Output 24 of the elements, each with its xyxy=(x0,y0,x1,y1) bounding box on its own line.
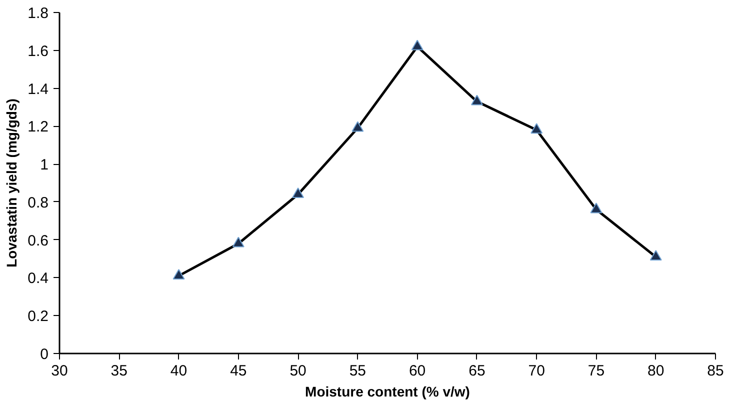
y-tick-label: 0 xyxy=(40,346,48,363)
x-tick-label: 30 xyxy=(51,362,68,380)
x-tick-label: 75 xyxy=(588,362,605,380)
x-tick-label: 50 xyxy=(290,362,306,380)
y-tick-label: 0.4 xyxy=(28,270,49,288)
y-tick-label: 1 xyxy=(40,156,48,174)
y-tick-label: 1.4 xyxy=(28,80,49,98)
x-tick-label: 65 xyxy=(468,362,486,380)
x-tick-label: 45 xyxy=(230,362,247,380)
x-tick-label: 80 xyxy=(648,362,664,380)
y-axis-title: Lovastatin yield (mg/gds) xyxy=(4,98,20,268)
y-tick-label: 1.8 xyxy=(28,5,49,22)
x-tick-label: 35 xyxy=(110,362,128,380)
x-tick-label: 60 xyxy=(408,362,426,380)
x-tick-label: 55 xyxy=(349,362,366,380)
x-tick-label: 70 xyxy=(528,362,545,380)
y-tick-label: 0.8 xyxy=(28,194,49,212)
x-axis-title: Moisture content (% v/w) xyxy=(305,384,470,400)
x-tick-label: 40 xyxy=(170,362,188,380)
y-tick-label: 0.6 xyxy=(28,232,49,250)
x-tick-label: 85 xyxy=(707,362,724,380)
y-tick-label: 0.2 xyxy=(28,308,49,326)
y-tick-label: 1.6 xyxy=(28,42,49,60)
y-tick-label: 1.2 xyxy=(28,118,49,136)
